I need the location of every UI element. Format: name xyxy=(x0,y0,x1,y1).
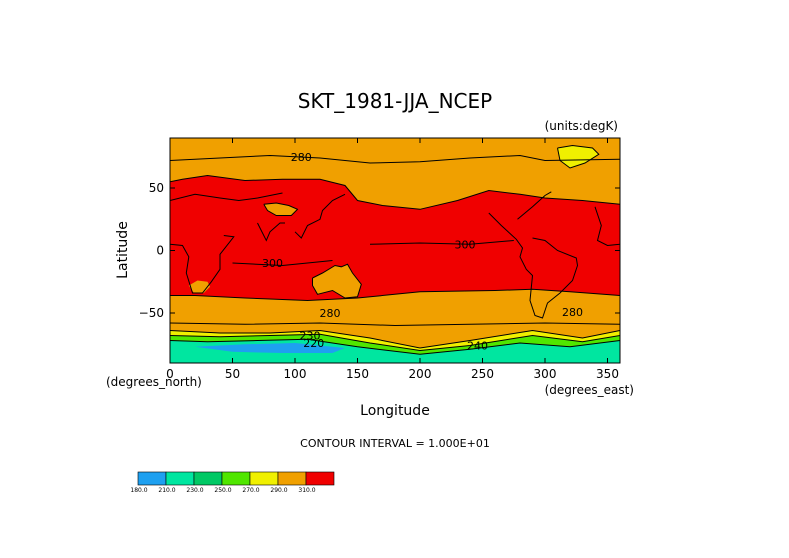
y-axis-label: Latitude xyxy=(115,221,131,279)
contour-label: 300 xyxy=(455,238,476,251)
region-greenland-ice xyxy=(557,145,599,168)
x-tick-label: 0 xyxy=(166,367,174,381)
contour-line xyxy=(257,222,285,242)
colorbar-label: 180.0 xyxy=(130,487,147,494)
y-tick-label: −50 xyxy=(139,306,164,320)
x-unit-label: (degrees_east) xyxy=(545,383,634,397)
contour-line xyxy=(170,338,620,355)
contour-label: 300 xyxy=(262,257,283,270)
contour-line xyxy=(170,235,235,294)
colorbar-bin xyxy=(193,471,223,486)
x-tick-label: 200 xyxy=(409,367,432,381)
contour-interval-note: CONTOUR INTERVAL = 1.000E+01 xyxy=(300,437,490,450)
colorbar-label: 250.0 xyxy=(214,487,231,494)
colorbar-label: 210.0 xyxy=(158,487,175,494)
colorbar-label: 270.0 xyxy=(242,487,259,494)
contour-line xyxy=(294,193,346,239)
contour-line xyxy=(488,212,579,319)
colorbar-label: 290.0 xyxy=(270,487,287,494)
colorbar: 180.0 210.0 230.0 250.0 270.0 290.0 310.0 xyxy=(130,471,335,494)
y-axis-ticks: 50 0 −50 xyxy=(139,181,620,320)
contour-lines xyxy=(170,144,620,355)
colorbar-bin xyxy=(165,471,195,486)
contour-line xyxy=(594,206,620,247)
contour-line xyxy=(232,260,333,267)
x-tick-label: 350 xyxy=(596,367,619,381)
contour-label: 280 xyxy=(291,151,312,164)
contour-line xyxy=(170,329,620,349)
y-tick-label: 50 xyxy=(149,181,164,195)
x-tick-label: 250 xyxy=(471,367,494,381)
x-axis-ticks: 0 50 100 150 200 250 300 350 xyxy=(166,138,619,381)
contour-line xyxy=(170,192,283,202)
region-antarctic-coldest xyxy=(195,343,345,353)
contour-label: 280 xyxy=(562,306,583,319)
colorbar-label: 310.0 xyxy=(298,487,315,494)
x-tick-label: 150 xyxy=(346,367,369,381)
units-label: (units:degK) xyxy=(545,119,618,133)
colorbar-bin xyxy=(249,471,279,486)
contour-label: 220 xyxy=(303,337,324,350)
contour-line xyxy=(170,322,620,327)
contour-line xyxy=(557,144,600,169)
contour-line xyxy=(312,263,362,299)
contour-line xyxy=(263,202,299,216)
contour-label: 240 xyxy=(467,340,488,353)
y-tick-label: 0 xyxy=(156,244,164,258)
x-tick-label: 50 xyxy=(225,367,240,381)
contour-line xyxy=(170,333,620,352)
colorbar-bin xyxy=(137,471,167,486)
x-tick-label: 100 xyxy=(284,367,307,381)
region-australia xyxy=(312,264,362,298)
contour-line xyxy=(170,288,620,302)
colorbar-bin xyxy=(305,471,335,486)
colorbar-label: 230.0 xyxy=(186,487,203,494)
y-unit-label: (degrees_north) xyxy=(106,375,202,389)
colorbar-bin xyxy=(221,471,251,486)
x-tick-label: 300 xyxy=(534,367,557,381)
contour-line xyxy=(170,154,620,164)
colorbar-bin xyxy=(277,471,307,486)
x-axis-label: Longitude xyxy=(360,403,430,419)
contour-line xyxy=(369,240,514,245)
plot-area xyxy=(170,138,620,363)
chart-title: SKT_1981-JJA_NCEP xyxy=(298,89,492,113)
contour-line xyxy=(517,191,552,220)
contour-label: 230 xyxy=(300,330,321,343)
contour-line xyxy=(170,174,620,210)
contour-label: 280 xyxy=(320,307,341,320)
